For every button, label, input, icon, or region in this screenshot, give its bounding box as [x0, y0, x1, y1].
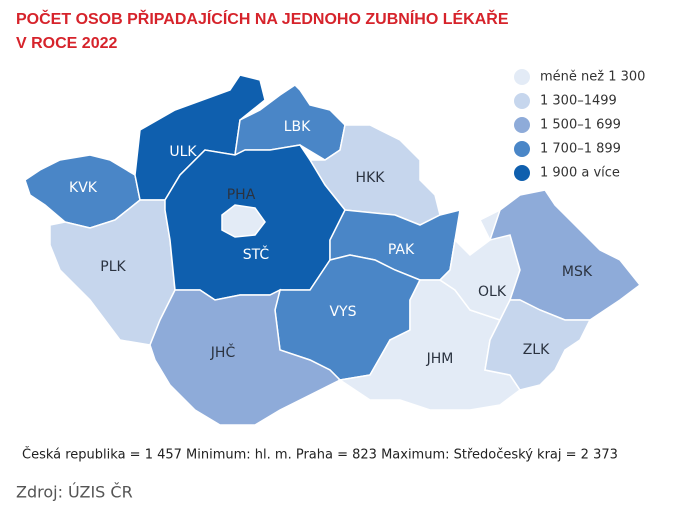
region-label: ZLK	[523, 342, 550, 358]
region-label: JHM	[426, 351, 454, 367]
region-label: STČ	[243, 245, 270, 263]
legend-label: 1 900 a více	[540, 166, 620, 181]
map: KVK ULK LBK HKK PLK STČ PHA PAK VYS JHČ JHM OLK MSK Z…	[24, 74, 642, 426]
region-label: JHČ	[210, 343, 236, 361]
legend-label: méně než 1 300	[540, 70, 645, 85]
region-label: PAK	[388, 242, 415, 258]
legend-swatch	[514, 165, 530, 181]
region-label: LBK	[284, 119, 311, 135]
region-label: VYS	[329, 304, 356, 320]
legend: méně než 1 300 1 300–1499 1 500–1 699 1 700…	[514, 69, 645, 181]
region	[149, 288, 342, 426]
region-label: HKK	[356, 170, 386, 186]
legend-label: 1 700–1 899	[540, 142, 621, 157]
source: Zdroj: ÚZIS ČR	[16, 483, 133, 502]
title-line: POČET OSOB PŘIPADAJÍCÍCH NA JEDNOHO ZUBN…	[16, 9, 509, 28]
region	[488, 189, 642, 321]
title-line: V ROCE 2022	[16, 35, 117, 52]
region-label: PLK	[100, 259, 126, 275]
footnote: Česká republika = 1 457 Minimum: hl. m. …	[22, 447, 618, 463]
region	[484, 299, 592, 391]
legend-swatch	[514, 93, 530, 109]
region-label: OLK	[478, 284, 507, 300]
region-label: PHA	[227, 187, 256, 203]
region-label: KVK	[69, 180, 98, 196]
legend-swatch	[514, 69, 530, 85]
region-label: ULK	[169, 144, 197, 160]
legend-swatch	[514, 141, 530, 157]
legend-label: 1 300–1499	[540, 94, 617, 109]
region-label: MSK	[562, 264, 593, 280]
legend-label: 1 500–1 699	[540, 118, 621, 133]
legend-swatch	[514, 117, 530, 133]
region	[221, 204, 266, 238]
